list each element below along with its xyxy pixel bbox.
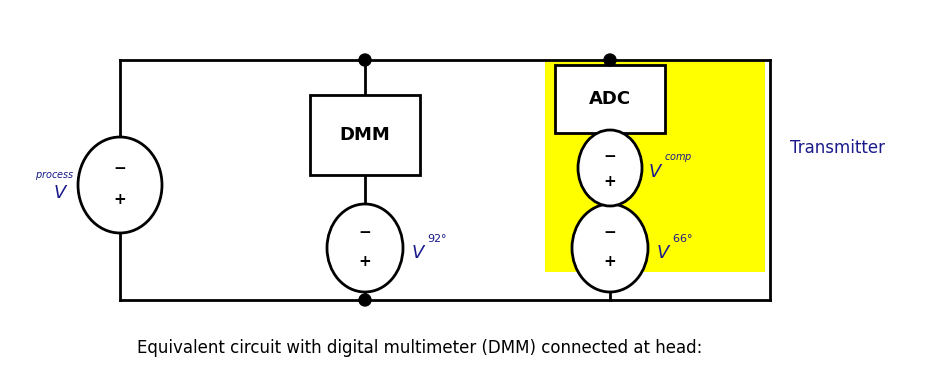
Text: $66°$: $66°$ [672,232,692,244]
Text: $process$: $process$ [35,169,75,182]
Text: DMM: DMM [340,126,390,144]
Circle shape [359,54,371,66]
Text: +: + [114,192,126,207]
Text: +: + [604,174,617,189]
Circle shape [604,54,616,66]
Text: +: + [358,254,371,269]
Text: ADC: ADC [589,90,631,108]
Text: −: − [358,225,371,240]
Text: Equivalent circuit with digital multimeter (DMM) connected at head:: Equivalent circuit with digital multimet… [137,339,703,357]
Bar [310,95,420,175]
Text: $92°$: $92°$ [427,232,448,244]
Bar [555,65,665,133]
Text: −: − [604,149,617,164]
Ellipse shape [78,137,162,233]
Text: $comp$: $comp$ [664,152,692,164]
Text: $V$: $V$ [648,163,663,181]
Bar [545,62,765,272]
Text: $V$: $V$ [656,244,672,262]
Ellipse shape [578,130,642,206]
Text: Transmitter: Transmitter [790,139,885,157]
Text: $V$: $V$ [411,244,426,262]
Text: +: + [604,254,617,269]
Ellipse shape [327,204,403,292]
Text: −: − [604,225,617,240]
Circle shape [359,294,371,306]
Text: $V$: $V$ [52,184,68,202]
Ellipse shape [572,204,648,292]
Text: −: − [114,161,126,176]
